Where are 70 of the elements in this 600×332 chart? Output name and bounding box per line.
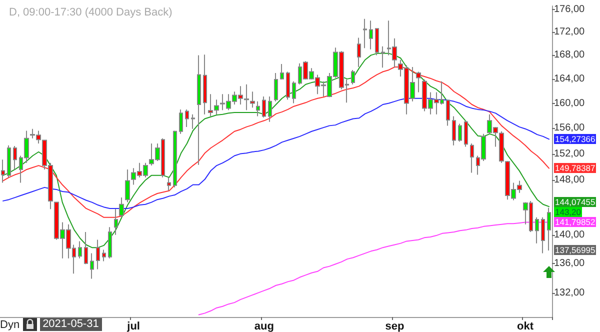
candlestick: [102, 249, 106, 262]
candlestick: [203, 54, 207, 115]
line-series: [2, 98, 550, 209]
candlestick: [351, 69, 355, 85]
candlestick: [84, 232, 88, 265]
candlestick: [185, 108, 189, 128]
candlestick: [119, 197, 124, 218]
candlestick: [541, 216, 545, 254]
data-label: 141,79852: [554, 217, 596, 228]
candlestick: [535, 216, 539, 244]
candlestick: [13, 146, 17, 170]
candlestick: [416, 71, 421, 93]
candlestick: [256, 100, 260, 117]
y-tick-label: 148,00: [554, 174, 586, 186]
candlestick: [363, 18, 367, 49]
candlestick: [464, 120, 468, 148]
data-label: 144,07455: [554, 197, 596, 208]
x-tick-label: jul: [126, 320, 140, 332]
x-tick-label: sep: [385, 320, 404, 332]
y-tick-label: 168,00: [554, 50, 586, 61]
candlestick: [96, 239, 100, 270]
candlestick: [458, 123, 462, 142]
candlestick: [375, 28, 379, 56]
candlestick: [470, 142, 474, 174]
candlestick: [173, 130, 177, 188]
candlestick: [547, 207, 551, 251]
candlestick: [78, 240, 82, 259]
candlestick: [90, 252, 94, 280]
text: 143,20: [555, 207, 581, 218]
line-series: [2, 66, 550, 218]
candlestick: [114, 208, 118, 236]
candlestick: [381, 46, 385, 68]
text: 137,56995: [554, 245, 596, 256]
line-series: [2, 52, 550, 248]
candlestick: [179, 108, 183, 134]
candlestick: [369, 20, 373, 50]
y-tick-label: 152,00: [554, 148, 586, 160]
data-label: 154,27366: [554, 134, 596, 144]
line-series: [198, 222, 550, 316]
data-label: 149,78387: [554, 163, 596, 174]
x-tick-label: aug: [254, 320, 274, 332]
candlestick: [250, 91, 255, 108]
candlestick: [446, 99, 450, 126]
candlestick: [7, 144, 11, 178]
candlestick: [274, 72, 278, 102]
y-tick-label: 172,00: [554, 26, 586, 38]
y-tick-label: 160,00: [554, 98, 586, 109]
candlestick: [357, 37, 361, 68]
candlestick: [262, 96, 266, 118]
candlestick: [197, 54, 201, 166]
candlestick: [280, 64, 284, 80]
candlestick: [108, 226, 112, 259]
candlestick: [292, 80, 296, 104]
text: 2021-05-31: [40, 318, 102, 331]
candlestick: [125, 168, 130, 203]
x-tick-label: okt: [517, 320, 534, 332]
candlestick: [1, 159, 5, 184]
y-tick-label: 164,00: [554, 73, 586, 84]
candlestick: [286, 71, 290, 100]
candlestick: [167, 176, 171, 192]
candlestick: [452, 116, 456, 146]
y-tick-label: 136,00: [554, 258, 586, 269]
candlestick: [191, 114, 195, 130]
y-tick-label: 156,00: [554, 122, 586, 134]
y-tick-label: 176,00: [554, 4, 586, 15]
candlestick: [268, 96, 272, 122]
chart-title: D, 09:00-17:30 (4000 Days Back): [9, 6, 172, 18]
y-tick-label: 140,00: [554, 229, 586, 240]
text: Dyn: [0, 318, 20, 330]
y-tick-label: 132,00: [554, 287, 586, 298]
